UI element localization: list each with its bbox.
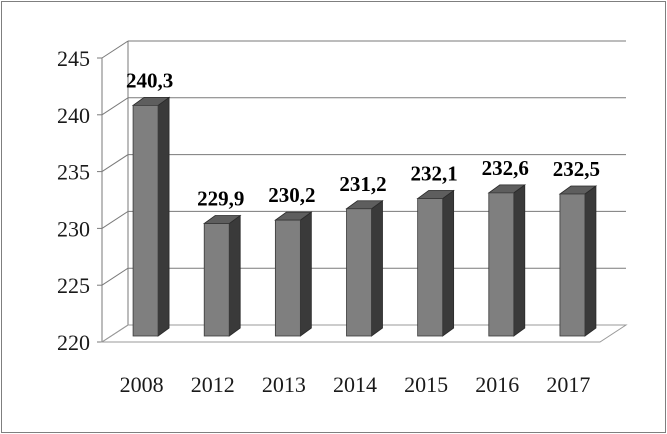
data-label-2015: 232,1 [411,162,458,186]
x-tick-labels: 2008 2012 2013 2014 2015 2016 2017 [120,372,591,397]
x-tick-label-2016: 2016 [475,372,519,397]
data-labels: 240,3 229,9 230,2 231,2 232,1 232,6 232,5 [126,68,600,210]
data-label-2008: 240,3 [126,68,173,92]
bar-side [442,189,455,337]
x-tick-label-2014: 2014 [333,372,377,397]
bar-side [157,96,170,337]
gridline-side [101,40,129,59]
floor [100,324,628,343]
gridline-side [101,154,129,173]
y-tick-labels: 220 225 230 235 240 245 [57,46,90,355]
bar-2016 [487,184,527,337]
bars [131,96,598,337]
bar-front [488,192,515,337]
data-label-2014: 231,2 [339,172,386,196]
x-tick-label-2013: 2013 [262,372,306,397]
bar-2014 [345,199,384,337]
y-tick-label: 220 [57,330,90,355]
x-tick-label-2012: 2012 [191,372,235,397]
axes [97,41,628,343]
bar-side [584,185,597,337]
gridline-side [101,97,129,116]
x-tick-label-2015: 2015 [404,372,448,397]
data-label-2016: 232,6 [482,156,529,180]
bar-side [228,214,241,337]
x-tick-label-2017: 2017 [546,372,590,397]
y-tick-label: 230 [57,216,90,241]
bar-side [299,211,312,337]
bar-front [346,208,372,337]
bar-side [371,199,383,337]
y-tick-label: 235 [57,160,90,185]
bar-front [559,193,586,337]
gridline-side [101,210,129,229]
y-tick-label: 225 [57,273,90,298]
bar-side [513,184,526,337]
bar-front [203,223,230,337]
data-label-2017: 232,5 [553,157,600,181]
bar-2015 [416,189,455,337]
data-label-2013: 230,2 [268,183,315,207]
data-label-2012: 229,9 [197,187,244,211]
gridline-side [101,267,129,286]
bar-front [417,198,444,337]
bar-2012 [202,214,242,337]
bar-2017 [558,185,598,337]
bar-front [274,219,301,337]
bar-2008 [131,96,171,337]
y-tick-label: 240 [57,103,90,128]
y-tick-label: 245 [57,46,90,71]
x-tick-label-2008: 2008 [120,372,164,397]
bar-front [132,104,159,337]
bar-2013 [274,211,313,337]
